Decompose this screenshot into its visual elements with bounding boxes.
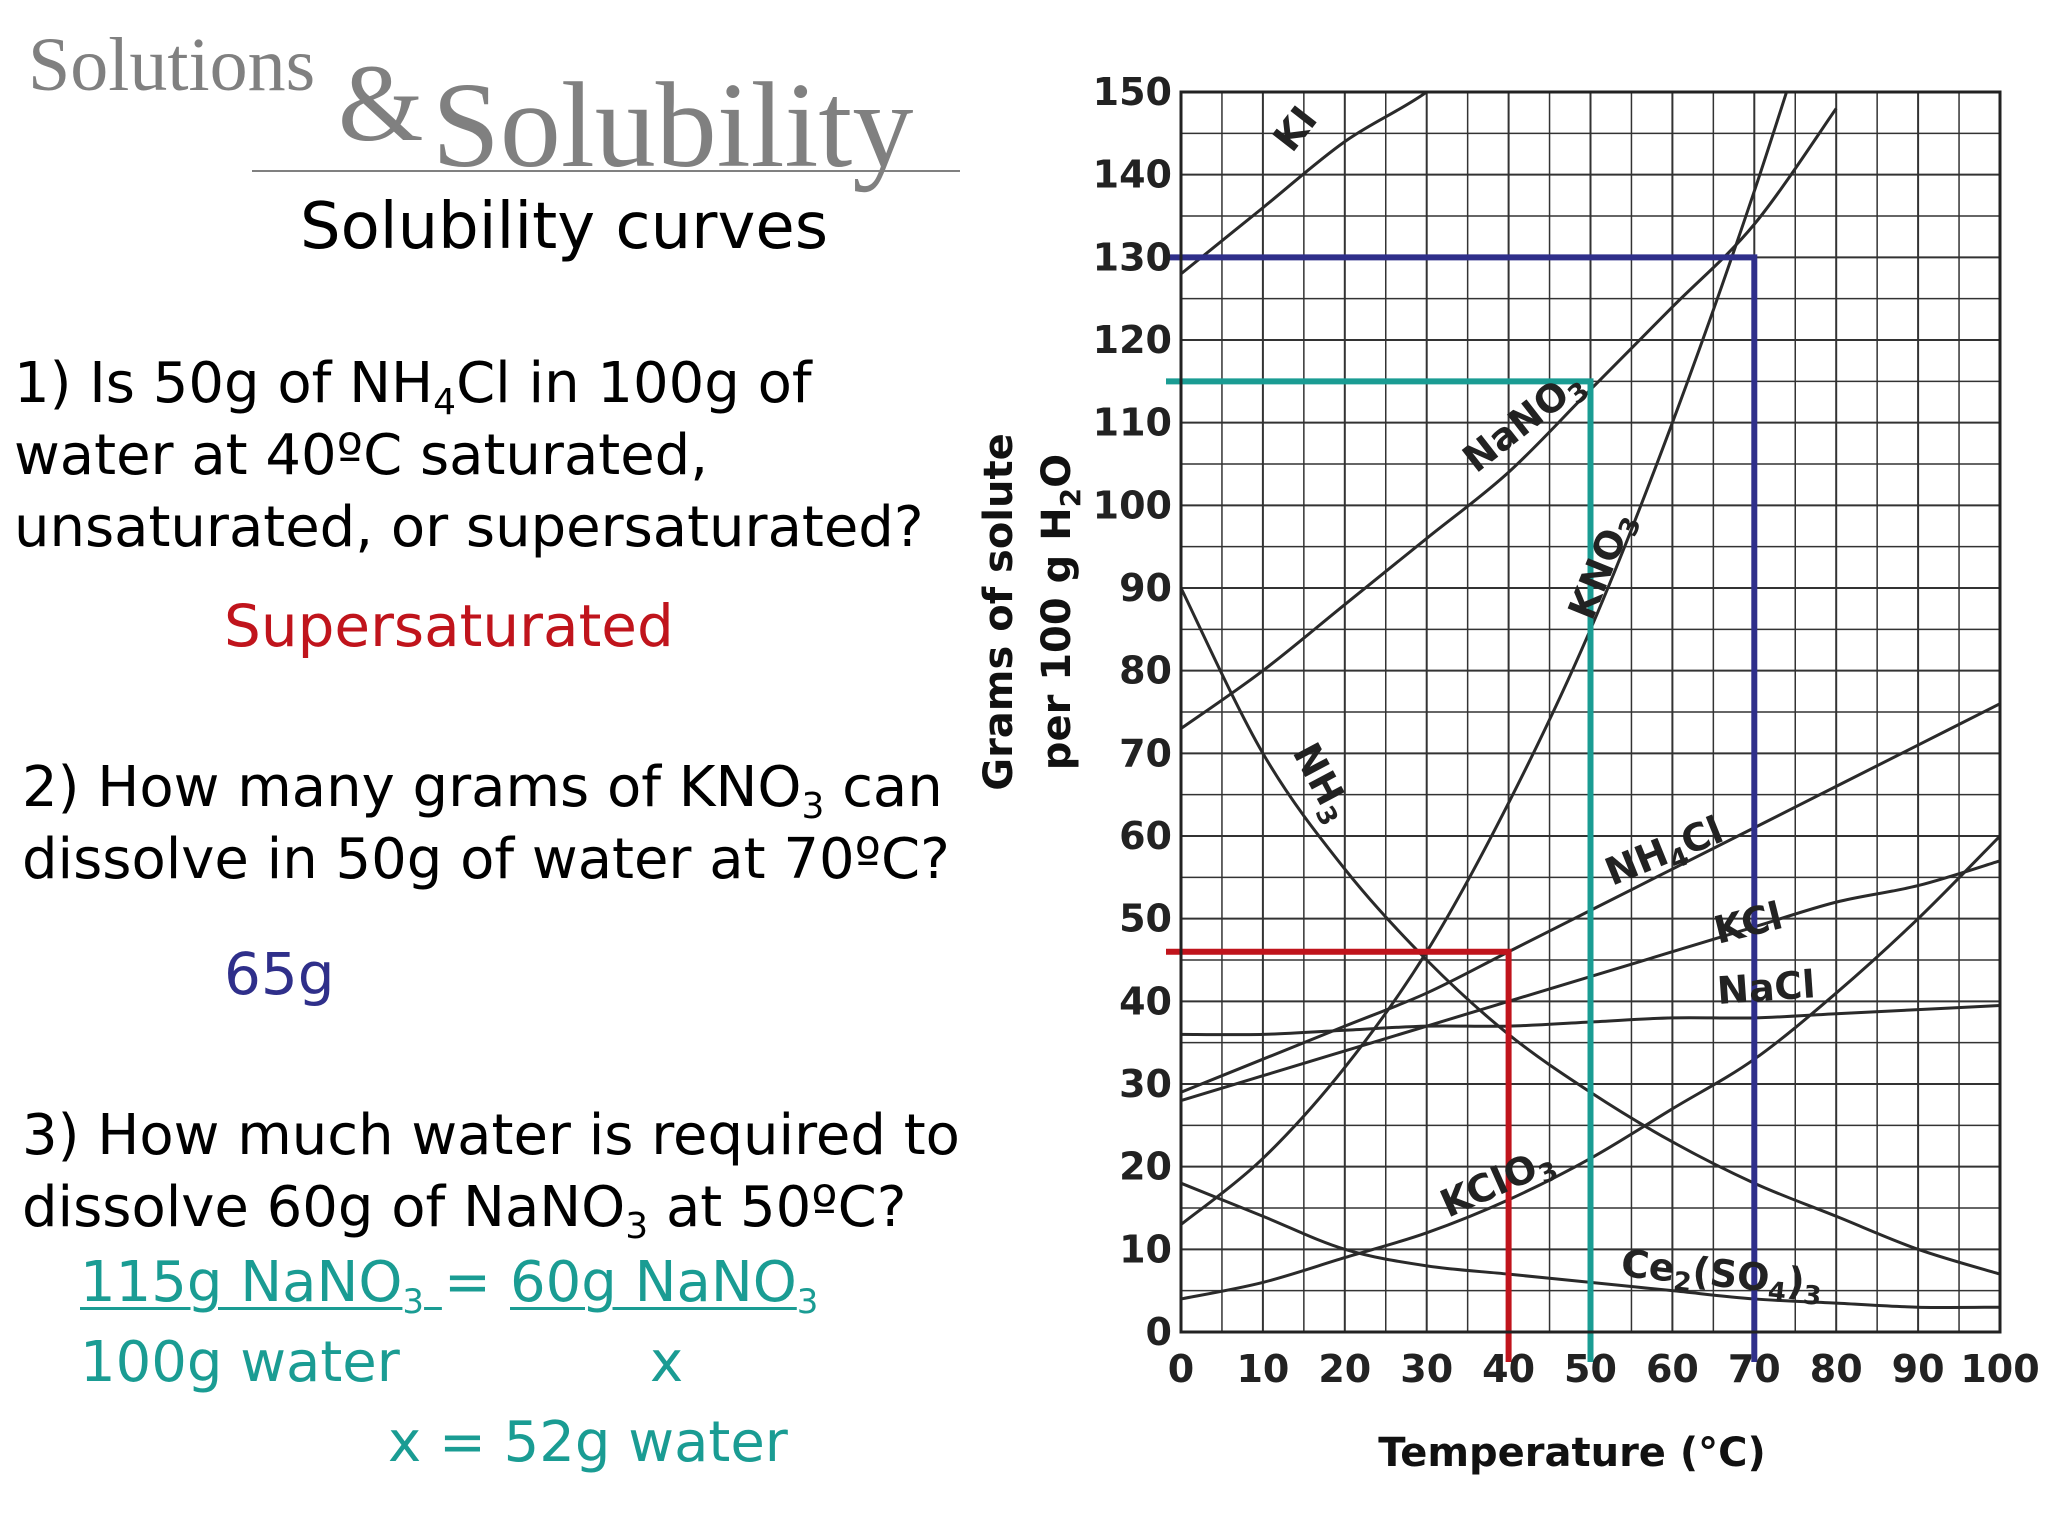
y-tick-130: 130 bbox=[1093, 235, 1172, 279]
guide-line-2 bbox=[1166, 254, 1758, 1362]
label-kcl: KCl bbox=[1710, 893, 1787, 952]
curve-nh3 bbox=[1181, 587, 2000, 1276]
y-tick-110: 110 bbox=[1093, 401, 1172, 445]
y-tick-90: 90 bbox=[1119, 566, 1172, 610]
q1-text-a: 1) Is 50g of NH bbox=[14, 351, 434, 416]
chart-guides bbox=[1166, 254, 1758, 1362]
title-underline bbox=[252, 170, 960, 172]
label-nh3: NH3 bbox=[1279, 736, 1362, 832]
q3-text-a: dissolve 60g of NaNO bbox=[22, 1175, 626, 1240]
y-tick-50: 50 bbox=[1119, 897, 1172, 941]
answer-1: Supersaturated bbox=[224, 592, 674, 660]
question-3: 3) How much water is required to dissolv… bbox=[22, 1100, 960, 1247]
x-tick-30: 30 bbox=[1400, 1347, 1453, 1391]
y-tick-40: 40 bbox=[1119, 979, 1172, 1023]
subtitle: Solubility curves bbox=[300, 190, 829, 264]
x-tick-50: 50 bbox=[1564, 1347, 1617, 1391]
q3-subscript: 3 bbox=[625, 1206, 649, 1247]
chart-ticks: 0 10 20 30 40 50 60 70 80 90 100 0 10 20 30 40 50 60 70 80 9… bbox=[1093, 70, 2040, 1391]
x-tick-80: 80 bbox=[1810, 1347, 1863, 1391]
title-solutions: Solutions bbox=[28, 23, 316, 107]
label-kno3: KNO3 bbox=[1560, 505, 1648, 627]
question-3-line-1: 3) How much water is required to bbox=[22, 1103, 960, 1168]
label-ki: KI bbox=[1264, 98, 1326, 159]
y-axis-label-line-2: per 100 g H2O bbox=[1034, 454, 1087, 770]
y-tick-70: 70 bbox=[1119, 731, 1172, 775]
x-tick-100: 100 bbox=[1960, 1347, 2039, 1391]
chart-frame bbox=[1179, 90, 2002, 1334]
y-tick-100: 100 bbox=[1093, 483, 1172, 527]
title-ampersand: & bbox=[338, 42, 424, 164]
work-denominator-2: x bbox=[650, 1330, 684, 1395]
y-tick-150: 150 bbox=[1093, 70, 1172, 114]
curve-kclo3 bbox=[1181, 834, 2000, 1301]
q1-text-b: Cl in 100g of bbox=[456, 351, 812, 416]
x-tick-20: 20 bbox=[1318, 1347, 1371, 1391]
x-tick-60: 60 bbox=[1646, 1347, 1699, 1391]
work-denominator-1: 100g water bbox=[80, 1330, 400, 1395]
y-axis-label-line-1: Grams of solute bbox=[976, 433, 1022, 791]
x-tick-40: 40 bbox=[1482, 1347, 1535, 1391]
y-tick-60: 60 bbox=[1119, 814, 1172, 858]
curve-kno3 bbox=[1181, 92, 1789, 1226]
q1-subscript: 4 bbox=[433, 382, 457, 423]
label-nacl: NaCl bbox=[1716, 962, 1817, 1013]
question-2-line-1: 2) How many grams of KNO3 can bbox=[22, 752, 950, 827]
y-tick-120: 120 bbox=[1093, 318, 1172, 362]
x-tick-70: 70 bbox=[1728, 1347, 1781, 1391]
curve-ki bbox=[1181, 92, 1430, 276]
y-tick-140: 140 bbox=[1093, 153, 1172, 197]
work-result: x = 52g water bbox=[388, 1410, 788, 1475]
guide-line-1 bbox=[1166, 948, 1512, 1362]
work-equals: = bbox=[444, 1250, 491, 1315]
y-tick-20: 20 bbox=[1119, 1145, 1172, 1189]
label-kclo3: KClO3 bbox=[1434, 1138, 1563, 1232]
q3-text-b: at 50ºC? bbox=[648, 1175, 907, 1240]
q2-subscript: 3 bbox=[801, 786, 825, 827]
q2-text-b: can bbox=[824, 755, 943, 820]
answer-2: 65g bbox=[224, 940, 335, 1008]
label-ce2so43: Ce2(SO4)3 bbox=[1618, 1241, 1824, 1312]
label-nh4cl: NH4Cl bbox=[1599, 808, 1731, 900]
question-2: 2) How many grams of KNO3 can dissolve i… bbox=[22, 752, 950, 896]
y-tick-0: 0 bbox=[1146, 1310, 1172, 1354]
question-3-line-2: dissolve 60g of NaNO3 at 50ºC? bbox=[22, 1172, 960, 1247]
question-1-line-2: water at 40ºC saturated, bbox=[14, 423, 709, 488]
plot-frame bbox=[1179, 90, 2002, 1334]
x-tick-10: 10 bbox=[1236, 1347, 1289, 1391]
question-2-line-2: dissolve in 50g of water at 70ºC? bbox=[22, 827, 950, 892]
question-1-line-1: 1) Is 50g of NH4Cl in 100g of bbox=[14, 348, 924, 423]
x-axis-label: Temperature (°C) bbox=[1378, 1430, 1766, 1476]
guide-line-3 bbox=[1166, 378, 1594, 1362]
y-tick-10: 10 bbox=[1119, 1227, 1172, 1271]
q2-text-a: 2) How many grams of KNO bbox=[22, 755, 802, 820]
x-tick-0: 0 bbox=[1168, 1347, 1194, 1391]
question-1: 1) Is 50g of NH4Cl in 100g of water at 4… bbox=[14, 348, 924, 564]
work-numerator-1: 115g NaNO3 bbox=[80, 1250, 425, 1322]
question-1-line-3: unsaturated, or supersaturated? bbox=[14, 495, 924, 560]
x-tick-90: 90 bbox=[1892, 1347, 1945, 1391]
work-numerator-2: 60g NaNO3 bbox=[510, 1250, 819, 1322]
y-tick-80: 80 bbox=[1119, 649, 1172, 693]
y-tick-30: 30 bbox=[1119, 1062, 1172, 1106]
